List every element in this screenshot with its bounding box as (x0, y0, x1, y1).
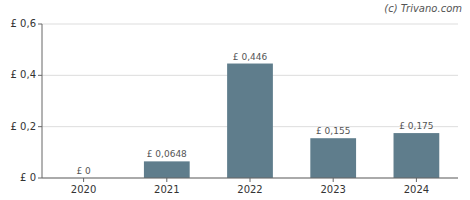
x-axis: 2020 2021 2022 2023 2024 (42, 178, 458, 195)
x-tick (250, 178, 251, 182)
bar (144, 161, 190, 178)
data-labels: £ 0 £ 0,0648 £ 0,446 £ 0,155 £ 0,175 (76, 52, 433, 176)
x-tick (83, 178, 84, 182)
x-tick-label: 2023 (320, 184, 345, 195)
data-label: £ 0 (76, 166, 91, 176)
y-tick-label: £ 0,2 (11, 121, 36, 132)
data-label: £ 0,0648 (147, 149, 187, 159)
y-tick (38, 178, 42, 179)
x-tick-label: 2024 (404, 184, 429, 195)
y-tick (38, 75, 42, 76)
y-tick (38, 24, 42, 25)
bar (310, 138, 356, 178)
y-tick-label: £ 0 (20, 172, 36, 183)
bar (227, 64, 273, 178)
x-tick (333, 178, 334, 182)
y-axis-line (42, 24, 43, 178)
data-label: £ 0,155 (316, 126, 350, 136)
y-tick-label: £ 0,6 (11, 18, 36, 29)
grid (42, 24, 458, 178)
x-tick (166, 178, 167, 182)
watermark: (c) Trivano.com (384, 3, 462, 14)
bars (144, 64, 439, 178)
y-tick (38, 126, 42, 127)
grid-line (42, 24, 458, 25)
data-label: £ 0,175 (399, 121, 433, 131)
x-tick-label: 2021 (154, 184, 179, 195)
data-label: £ 0,446 (233, 52, 268, 62)
x-tick-label: 2022 (237, 184, 262, 195)
x-tick (416, 178, 417, 182)
y-tick-label: £ 0,4 (11, 69, 36, 80)
bar (394, 133, 440, 178)
y-axis: £ 0 £ 0,2 £ 0,4 £ 0,6 (11, 18, 42, 183)
x-tick-label: 2020 (71, 184, 96, 195)
chart: £ 0 £ 0,2 £ 0,4 £ 0,6 £ 0 £ 0,0648 £ 0,446 £ 0,… (0, 0, 470, 200)
